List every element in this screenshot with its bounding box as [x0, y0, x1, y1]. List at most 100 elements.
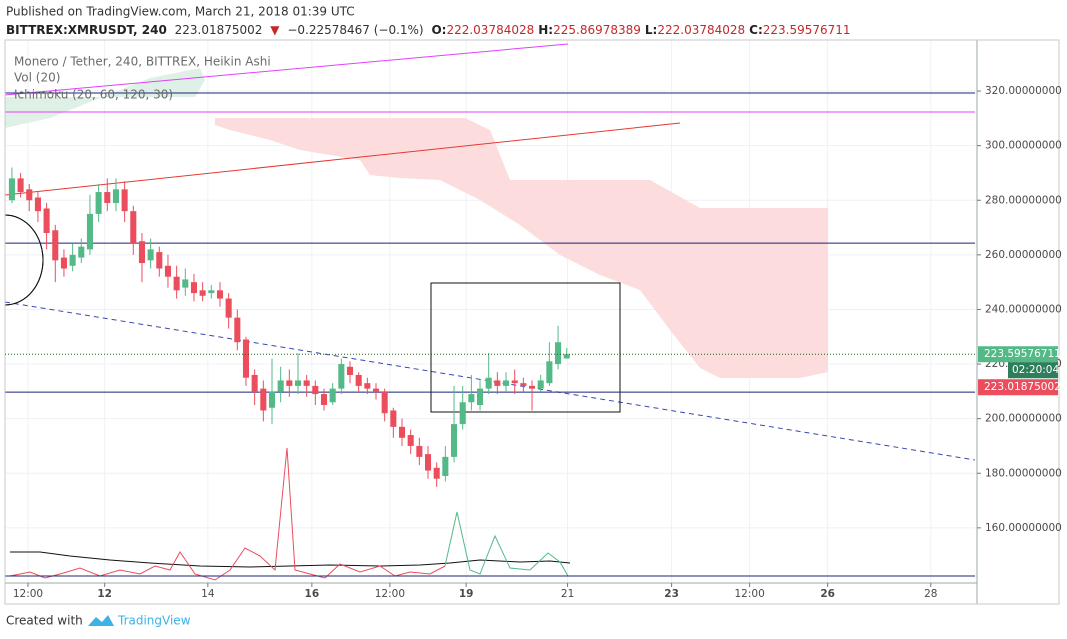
x-tick-label: 28	[924, 588, 937, 600]
x-tick-label: 21	[561, 588, 574, 600]
candle-body	[69, 254, 76, 266]
trend-line	[4, 122, 681, 196]
candle-body	[268, 391, 276, 408]
axes: 160.00000000180.00000000200.00000000220.…	[13, 85, 1062, 600]
candle-body	[494, 380, 501, 386]
candle-body	[503, 380, 510, 386]
y-tick-label: 180.00000000	[985, 467, 1062, 479]
candle-body	[555, 342, 562, 365]
candle-body	[104, 192, 111, 203]
candle-body	[485, 377, 492, 389]
candle-body	[147, 249, 154, 261]
y-tick-label: 200.00000000	[985, 413, 1062, 425]
ohlc-value: 225.86978389	[553, 23, 641, 37]
candle-body	[286, 380, 293, 386]
candle-body	[346, 366, 354, 375]
candle-body	[60, 257, 67, 269]
y-tick-label: 240.00000000	[985, 303, 1062, 315]
trend-line	[4, 43, 569, 96]
candle-body	[329, 388, 336, 403]
y-tick-label: 160.00000000	[985, 522, 1062, 534]
candle-body	[17, 178, 24, 193]
candle-body	[294, 380, 302, 386]
legend-vol: Vol (20)	[14, 71, 60, 85]
candle-body	[26, 189, 33, 201]
candle-body	[450, 424, 458, 457]
x-tick-label: 12:00	[375, 588, 405, 600]
footer-brand[interactable]: TradingView	[117, 614, 191, 628]
candle-body	[251, 374, 258, 392]
candle-body	[476, 388, 484, 406]
arrow: ▼	[270, 23, 280, 37]
candle-body	[546, 361, 553, 384]
candle-body	[173, 276, 180, 291]
x-tick-label: 14	[201, 588, 215, 600]
volume-up	[444, 511, 569, 577]
change: −0.22578467 (−0.1%)	[287, 23, 423, 37]
y-tick-label: 260.00000000	[985, 249, 1062, 261]
countdown: 02:20:04	[1012, 364, 1059, 376]
y-tick-label: 320.00000000	[985, 85, 1062, 97]
candle-body	[86, 213, 93, 250]
x-tick-label: 12:00	[734, 588, 764, 600]
ohlc-label: L:	[645, 23, 657, 37]
legend-main: Monero / Tether, 240, BITTREX, Heikin As…	[14, 55, 271, 69]
candle-body	[407, 435, 414, 446]
ohlc-label: C:	[749, 23, 763, 37]
ohlc-label: O:	[431, 23, 446, 37]
price: 223.01875002	[175, 23, 263, 37]
price-label: 223.59576711	[984, 348, 1061, 360]
candle-body	[381, 391, 388, 414]
x-tick-label: 12	[97, 588, 112, 600]
candle-body	[433, 467, 440, 479]
ellipse	[4, 214, 44, 306]
candle-body	[372, 388, 380, 392]
trend-line	[4, 301, 976, 461]
candle-body	[563, 354, 570, 359]
candle-body	[424, 454, 432, 471]
candle-body	[130, 211, 137, 244]
candle-body	[121, 189, 128, 212]
candle-body	[199, 290, 206, 296]
candle-body	[390, 410, 397, 427]
y-tick-label: 280.00000000	[985, 194, 1062, 206]
candle-body	[138, 241, 145, 264]
countdown-bg	[1008, 362, 1058, 379]
candle-body	[277, 380, 284, 392]
ichimoku-cloud-red	[215, 118, 828, 378]
ohlc-row: BITTREX:XMRUSDT, 240 223.01875002 ▼ −0.2…	[6, 23, 851, 37]
candle-body	[234, 317, 241, 343]
candle-body	[225, 298, 232, 318]
logo	[88, 615, 114, 626]
candle-body	[303, 380, 310, 386]
ohlc-value: 222.03784028	[446, 23, 534, 37]
candle-body	[182, 279, 189, 288]
candle-body	[78, 246, 85, 258]
volume-ma	[10, 551, 571, 568]
candle-body	[312, 385, 319, 395]
candle-body	[112, 189, 119, 203]
candle-body	[260, 388, 267, 411]
candle-body	[364, 383, 371, 389]
ichimoku-cloud-green	[5, 68, 205, 128]
horizontal-lines	[5, 92, 975, 393]
candle-body	[520, 383, 527, 386]
candle-body	[164, 265, 172, 277]
price-label-bg	[978, 346, 1058, 363]
symbol: BITTREX:XMRUSDT, 240	[6, 23, 167, 37]
x-tick-label: 12:00	[13, 588, 43, 600]
ohlc-value: 222.03784028	[657, 23, 745, 37]
footer-created: Created with	[6, 614, 83, 628]
candle-body	[52, 230, 59, 261]
candle-body	[529, 385, 536, 389]
candle-body	[242, 339, 250, 378]
candle-body	[190, 282, 198, 294]
candle-body	[537, 380, 544, 389]
published: Published on TradingView.com, March 21, …	[6, 5, 355, 19]
candle-body	[208, 290, 215, 294]
candles	[8, 167, 570, 487]
close-label-bg	[978, 379, 1058, 396]
candle-body	[338, 364, 345, 389]
